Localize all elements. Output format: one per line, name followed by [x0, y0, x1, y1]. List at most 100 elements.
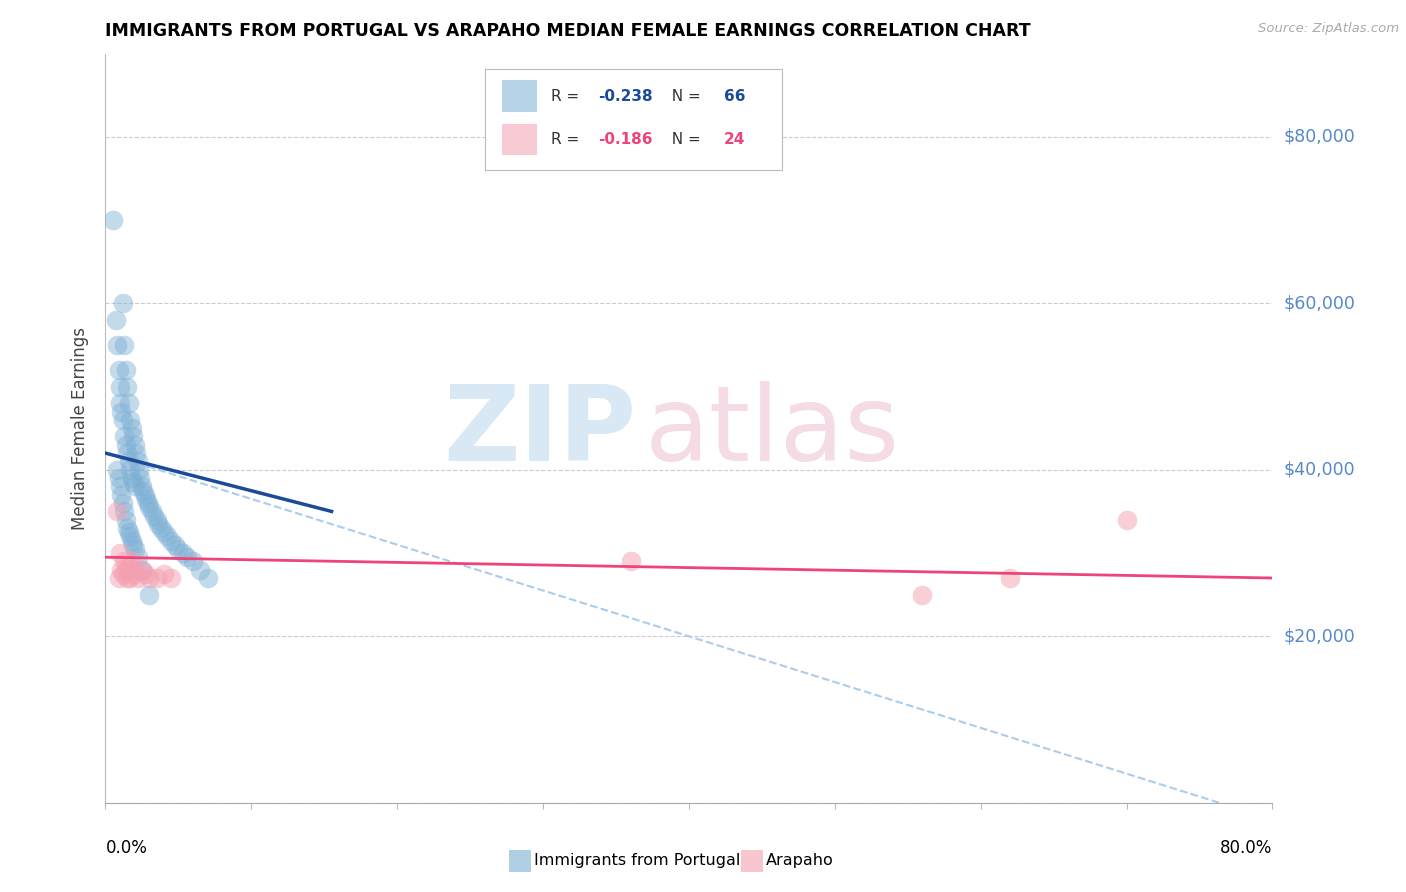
- Point: [122, 429, 145, 443]
- Point: [131, 479, 153, 493]
- Y-axis label: Median Female Earnings: Median Female Earnings: [72, 326, 90, 530]
- Point: [121, 471, 143, 485]
- Point: [160, 571, 183, 585]
- Point: [118, 396, 141, 410]
- Point: [145, 513, 167, 527]
- Point: [111, 496, 134, 510]
- Point: [149, 521, 172, 535]
- Point: [160, 533, 183, 548]
- Point: [141, 504, 163, 518]
- Point: [117, 446, 139, 460]
- Point: [156, 529, 179, 543]
- Point: [115, 563, 138, 577]
- Point: [121, 554, 143, 568]
- Point: [117, 379, 139, 393]
- Point: [120, 463, 142, 477]
- Point: [136, 496, 159, 510]
- Text: -0.238: -0.238: [598, 88, 652, 103]
- Point: [131, 563, 153, 577]
- Point: [125, 446, 148, 460]
- Point: [115, 438, 138, 452]
- Point: [135, 566, 157, 581]
- Point: [111, 413, 134, 427]
- Text: $80,000: $80,000: [1284, 128, 1355, 145]
- Point: [117, 571, 139, 585]
- Point: [127, 571, 149, 585]
- Text: ZIP: ZIP: [443, 381, 637, 483]
- Point: [134, 488, 156, 502]
- Text: Source: ZipAtlas.com: Source: ZipAtlas.com: [1258, 22, 1399, 36]
- Point: [1115, 513, 1137, 527]
- Point: [112, 429, 135, 443]
- Point: [127, 550, 149, 565]
- Point: [172, 546, 194, 560]
- Point: [115, 513, 138, 527]
- Point: [132, 483, 155, 498]
- Point: [121, 533, 143, 548]
- Point: [111, 296, 134, 310]
- Point: [108, 546, 131, 560]
- Text: N =: N =: [662, 88, 706, 103]
- Point: [118, 525, 141, 540]
- Point: [118, 558, 141, 573]
- Point: [112, 504, 135, 518]
- Point: [110, 404, 132, 418]
- Point: [111, 566, 134, 581]
- Text: 24: 24: [724, 132, 745, 147]
- Point: [122, 538, 145, 552]
- Point: [105, 504, 128, 518]
- Point: [145, 571, 167, 585]
- Point: [124, 563, 146, 577]
- Point: [120, 529, 142, 543]
- Point: [105, 338, 128, 352]
- Point: [135, 491, 157, 506]
- Point: [167, 541, 190, 556]
- Bar: [502, 80, 537, 112]
- Point: [138, 500, 160, 515]
- Point: [176, 550, 198, 565]
- Text: $40,000: $40,000: [1284, 461, 1355, 479]
- Point: [911, 588, 934, 602]
- Text: Arapaho: Arapaho: [766, 854, 834, 868]
- Point: [120, 571, 142, 585]
- Point: [124, 541, 146, 556]
- Point: [131, 563, 153, 577]
- Point: [127, 454, 149, 468]
- Text: atlas: atlas: [644, 381, 900, 483]
- Point: [107, 571, 129, 585]
- Point: [112, 338, 135, 352]
- Point: [138, 571, 160, 585]
- Text: R =: R =: [551, 132, 585, 147]
- Point: [108, 379, 131, 393]
- Text: 80.0%: 80.0%: [1220, 838, 1272, 856]
- Point: [138, 588, 160, 602]
- Text: Immigrants from Portugal: Immigrants from Portugal: [534, 854, 741, 868]
- Point: [619, 554, 641, 568]
- Point: [181, 554, 204, 568]
- Point: [165, 538, 187, 552]
- Point: [120, 413, 142, 427]
- Text: IMMIGRANTS FROM PORTUGAL VS ARAPAHO MEDIAN FEMALE EARNINGS CORRELATION CHART: IMMIGRANTS FROM PORTUGAL VS ARAPAHO MEDI…: [105, 22, 1031, 40]
- Text: 66: 66: [724, 88, 745, 103]
- Point: [107, 363, 129, 377]
- Point: [104, 313, 127, 327]
- Text: N =: N =: [662, 132, 706, 147]
- Point: [152, 566, 174, 581]
- Text: 0.0%: 0.0%: [105, 838, 148, 856]
- Bar: [502, 124, 537, 155]
- Point: [142, 508, 165, 523]
- Point: [129, 471, 152, 485]
- Point: [122, 566, 145, 581]
- Point: [108, 396, 131, 410]
- Point: [197, 571, 219, 585]
- Point: [121, 421, 143, 435]
- Point: [105, 463, 128, 477]
- Point: [152, 525, 174, 540]
- Point: [101, 213, 124, 227]
- Point: [146, 516, 169, 531]
- Point: [115, 363, 138, 377]
- Text: $60,000: $60,000: [1284, 294, 1355, 312]
- Point: [117, 521, 139, 535]
- FancyBboxPatch shape: [485, 69, 782, 169]
- Point: [998, 571, 1021, 585]
